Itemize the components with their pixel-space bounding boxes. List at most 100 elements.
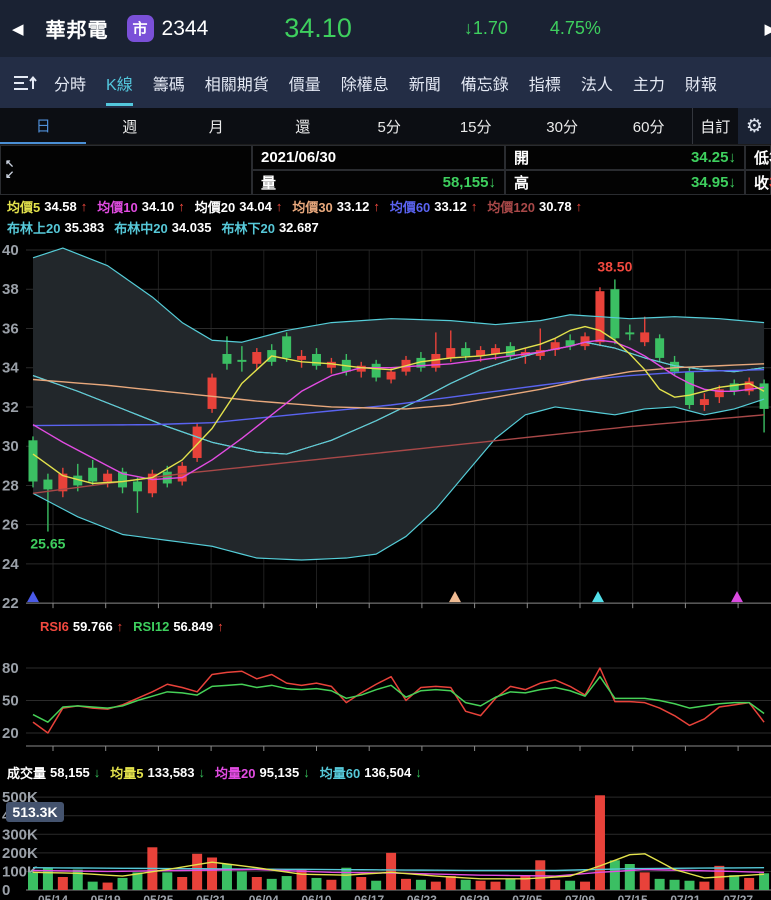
price-change-pct: 4.75% [549, 18, 601, 38]
up-arrow-icon: ↑ [575, 199, 583, 214]
ma-legend-row: 均價5 34.58 ↑ 均價10 34.10 ↑ 均價20 34.04 ↑ 均價30 33.12 ↑ 均… [0, 196, 771, 217]
rsi-legend-row: RSI6 59.766 ↑ RSI12 56.849 ↑ [0, 616, 771, 637]
svg-text:38.50: 38.50 [597, 258, 632, 274]
legend-label: 均價5 [7, 200, 41, 215]
legend-label: 均量5 [110, 766, 144, 781]
svg-text:50: 50 [2, 692, 19, 709]
svg-text:26: 26 [2, 517, 19, 534]
nav-tab-7[interactable]: 新聞 [408, 76, 441, 94]
legend-value: 58,155 [50, 765, 90, 780]
period-tab-3[interactable]: 月 [208, 118, 224, 136]
stock-code: 2344 [161, 16, 209, 40]
legend-label: 均量60 [319, 766, 361, 781]
gear-icon[interactable]: ⚙ [737, 108, 771, 144]
volume-legend-row: 成交量 58,155 ↓ 均量5 133,583 ↓ 均量20 95,135 ↓ 均量60 136,… [0, 762, 771, 783]
quote-open: 開 34.25↓ [505, 145, 745, 170]
svg-text:05/19: 05/19 [91, 893, 121, 900]
period-tab-1[interactable]: 日 [0, 108, 87, 144]
legend-value: 34.10 [141, 199, 175, 214]
svg-text:38: 38 [2, 281, 19, 298]
volume-chart[interactable]: 500K400K300K200K100K0513.3K05/1405/1905/… [0, 786, 771, 900]
down-arrow-icon: ↓ [198, 765, 206, 780]
period-tab-2[interactable]: 週 [122, 118, 138, 136]
up-arrow-icon: ↑ [116, 619, 124, 634]
nav-tab-5[interactable]: 價量 [288, 76, 321, 94]
legend-value: 35.383 [64, 220, 105, 235]
legend-value: 133,583 [147, 765, 195, 780]
svg-text:300K: 300K [2, 826, 38, 843]
svg-text:05/31: 05/31 [196, 893, 226, 900]
nav-tab-9[interactable]: 指標 [528, 76, 561, 94]
svg-text:0: 0 [2, 882, 10, 899]
up-arrow-icon: ↑ [80, 199, 88, 214]
up-arrow-icon: ↑ [373, 199, 380, 214]
period-tab-6[interactable]: 15分 [459, 118, 492, 136]
bollinger-legend-row: 布林上20 35.383 布林中20 34.035 布林下20 32.687 [0, 217, 771, 238]
legend-value: 33.12 [434, 199, 467, 214]
nav-tab-3[interactable]: 籌碼 [152, 76, 185, 94]
down-arrow-icon: ↓ [488, 174, 497, 191]
nav-tab-6[interactable]: 除權息 [340, 76, 389, 94]
svg-text:07/09: 07/09 [565, 893, 595, 900]
up-arrow-icon: ↑ [217, 619, 224, 634]
svg-text:07/05: 07/05 [512, 893, 542, 900]
legend-value: 95,135 [259, 765, 300, 780]
quote-volume: 量 58,155↓ [252, 170, 505, 195]
legend-label: RSI6 [40, 619, 69, 634]
legend-label: 均價20 [194, 200, 236, 215]
svg-text:06/29: 06/29 [460, 893, 490, 900]
nav-tab-2[interactable]: K線 [96, 71, 143, 106]
svg-text:07/15: 07/15 [618, 893, 648, 900]
svg-text:24: 24 [2, 556, 19, 573]
legend-label: 布林下20 [221, 221, 275, 236]
svg-text:34: 34 [2, 360, 19, 377]
period-bar: 日 週 月 還 5分 15分 30分 60分 自訂 ⚙ [0, 108, 771, 145]
nav-tab-11[interactable]: 主力 [632, 76, 665, 94]
period-custom[interactable]: 自訂 [691, 108, 738, 144]
period-tab-5[interactable]: 5分 [377, 118, 401, 136]
period-tab-8[interactable]: 60分 [632, 118, 665, 136]
legend-value: 34.58 [44, 199, 77, 214]
expand-icon[interactable]: ↖ ↙ [0, 145, 252, 195]
legend-label: 均量20 [215, 766, 256, 781]
svg-text:05/25: 05/25 [143, 893, 173, 900]
legend-value: 59.766 [72, 619, 113, 634]
legend-value: 32.687 [278, 220, 319, 235]
price-chart[interactable]: 40 38 36 34 32 30 28 26 24 22 38.50 25.65 [0, 238, 771, 612]
svg-text:28: 28 [2, 477, 19, 494]
down-arrow-icon: ↓ [728, 149, 737, 166]
up-arrow-icon: ↑ [470, 199, 478, 214]
sort-list-icon[interactable] [12, 71, 38, 95]
svg-text:500K: 500K [2, 789, 38, 806]
down-arrow-icon: ↓ [728, 174, 737, 191]
svg-text:80: 80 [2, 660, 19, 677]
nav-tab-1[interactable]: 分時 [54, 76, 87, 94]
price-change: ↓1.70 [463, 18, 508, 38]
svg-text:07/21: 07/21 [670, 893, 700, 900]
period-tab-7[interactable]: 30分 [546, 118, 578, 136]
down-arrow-icon: ↓ [463, 18, 473, 38]
legend-value: 34.035 [171, 220, 212, 235]
legend-label: 成交量 [7, 766, 47, 781]
forward-arrow-icon[interactable]: ▶ [764, 20, 771, 38]
legend-value: 136,504 [364, 765, 412, 780]
nav-tab-4[interactable]: 相關期貨 [204, 76, 269, 94]
period-tab-4[interactable]: 還 [295, 118, 311, 136]
svg-text:20: 20 [2, 725, 19, 742]
legend-value: 34.04 [239, 199, 272, 214]
nav-tab-10[interactable]: 法人 [580, 76, 613, 94]
current-price: 34.10 [284, 13, 352, 43]
svg-text:32: 32 [2, 399, 19, 416]
down-arrow-icon: ↓ [93, 765, 101, 780]
back-arrow-icon[interactable]: ◀ [12, 20, 24, 38]
svg-text:06/04: 06/04 [249, 893, 279, 900]
svg-text:513.3K: 513.3K [12, 804, 57, 820]
nav-tab-12[interactable]: 財報 [684, 76, 717, 94]
svg-text:200K: 200K [2, 845, 38, 862]
legend-label: 均價120 [487, 200, 536, 215]
down-arrow-icon: ↓ [415, 765, 422, 780]
nav-tab-8[interactable]: 備忘錄 [460, 76, 509, 94]
up-arrow-icon: ↑ [178, 199, 185, 214]
rsi-chart[interactable]: 80 50 20 [0, 640, 771, 758]
